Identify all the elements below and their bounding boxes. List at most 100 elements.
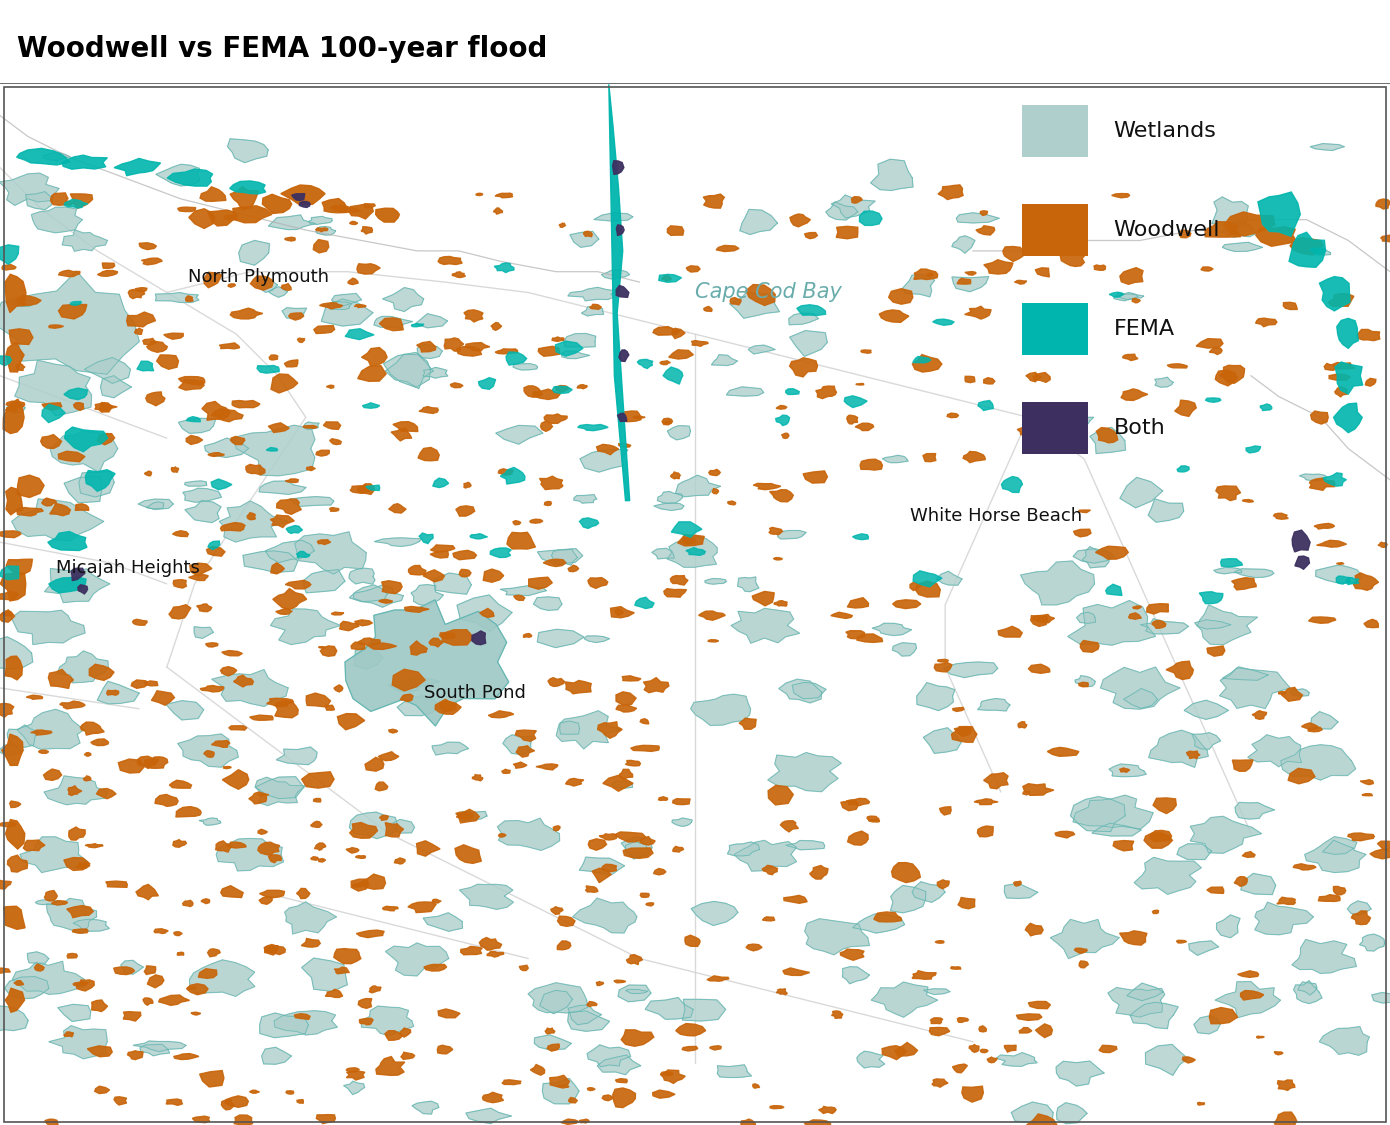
Text: FEMA: FEMA — [1113, 318, 1175, 339]
Polygon shape — [152, 691, 175, 705]
Polygon shape — [610, 606, 634, 618]
Polygon shape — [418, 406, 438, 413]
Polygon shape — [1056, 1102, 1087, 1124]
Polygon shape — [135, 288, 147, 291]
Polygon shape — [75, 504, 89, 511]
Polygon shape — [306, 467, 316, 470]
Polygon shape — [183, 488, 221, 502]
Polygon shape — [1300, 474, 1327, 480]
Polygon shape — [1279, 692, 1286, 694]
Polygon shape — [753, 1083, 759, 1088]
Polygon shape — [612, 781, 632, 789]
Polygon shape — [232, 400, 260, 407]
Polygon shape — [1019, 1027, 1031, 1033]
Text: Both: Both — [1113, 417, 1165, 438]
Polygon shape — [776, 989, 787, 994]
Polygon shape — [208, 541, 220, 550]
Polygon shape — [710, 1046, 721, 1050]
Polygon shape — [545, 1028, 555, 1034]
Polygon shape — [484, 569, 503, 583]
Polygon shape — [260, 890, 285, 898]
Polygon shape — [271, 609, 341, 645]
Polygon shape — [6, 656, 22, 680]
Polygon shape — [453, 550, 477, 560]
Polygon shape — [1334, 387, 1347, 397]
Polygon shape — [539, 990, 573, 1014]
Polygon shape — [816, 386, 837, 398]
Polygon shape — [1294, 981, 1322, 1004]
Polygon shape — [418, 448, 439, 461]
Polygon shape — [432, 899, 441, 903]
Polygon shape — [1073, 549, 1115, 564]
Polygon shape — [302, 772, 334, 789]
Polygon shape — [974, 799, 998, 804]
Polygon shape — [602, 864, 617, 872]
Polygon shape — [321, 299, 373, 326]
Polygon shape — [883, 456, 908, 462]
Polygon shape — [65, 201, 72, 205]
Polygon shape — [951, 966, 960, 969]
Polygon shape — [984, 773, 1008, 789]
Polygon shape — [217, 838, 284, 871]
Polygon shape — [459, 569, 471, 577]
Polygon shape — [97, 270, 118, 277]
Polygon shape — [819, 1106, 837, 1114]
Polygon shape — [420, 533, 434, 543]
Polygon shape — [847, 631, 865, 639]
Polygon shape — [349, 568, 375, 584]
Polygon shape — [1308, 727, 1322, 731]
Polygon shape — [592, 868, 612, 883]
Polygon shape — [841, 950, 865, 961]
Polygon shape — [138, 361, 154, 371]
Polygon shape — [859, 212, 883, 225]
Polygon shape — [189, 575, 208, 580]
Polygon shape — [567, 1011, 610, 1032]
Polygon shape — [3, 611, 13, 615]
Polygon shape — [856, 1051, 885, 1068]
Polygon shape — [770, 489, 794, 502]
Polygon shape — [619, 986, 651, 1001]
Polygon shape — [317, 1115, 335, 1124]
Polygon shape — [329, 507, 339, 511]
Polygon shape — [389, 684, 418, 692]
Polygon shape — [106, 881, 128, 888]
Polygon shape — [60, 701, 85, 709]
Polygon shape — [398, 695, 439, 716]
Polygon shape — [1017, 426, 1040, 435]
Polygon shape — [317, 540, 331, 544]
Polygon shape — [457, 809, 480, 822]
Polygon shape — [1289, 232, 1326, 268]
Polygon shape — [170, 781, 192, 789]
Polygon shape — [100, 376, 132, 398]
Polygon shape — [259, 829, 267, 835]
Polygon shape — [538, 629, 584, 648]
Polygon shape — [349, 585, 388, 602]
Polygon shape — [602, 270, 630, 279]
Polygon shape — [7, 724, 38, 747]
Polygon shape — [645, 998, 694, 1019]
Polygon shape — [570, 232, 599, 248]
Polygon shape — [257, 366, 279, 374]
Polygon shape — [103, 263, 115, 268]
Polygon shape — [81, 722, 104, 735]
Polygon shape — [430, 551, 449, 558]
Polygon shape — [423, 368, 448, 378]
Polygon shape — [676, 1024, 706, 1036]
Polygon shape — [357, 263, 381, 274]
Polygon shape — [727, 387, 763, 396]
Polygon shape — [912, 354, 942, 372]
Polygon shape — [952, 1064, 967, 1073]
Polygon shape — [1020, 561, 1094, 605]
Polygon shape — [847, 799, 869, 806]
Polygon shape — [207, 948, 220, 956]
Polygon shape — [1015, 280, 1027, 285]
Polygon shape — [499, 469, 513, 475]
Polygon shape — [375, 782, 388, 791]
Polygon shape — [74, 403, 83, 411]
Polygon shape — [1216, 915, 1240, 938]
Polygon shape — [1377, 542, 1387, 548]
Polygon shape — [542, 1079, 580, 1104]
Polygon shape — [1200, 592, 1223, 604]
Polygon shape — [285, 479, 299, 483]
Polygon shape — [623, 676, 641, 681]
